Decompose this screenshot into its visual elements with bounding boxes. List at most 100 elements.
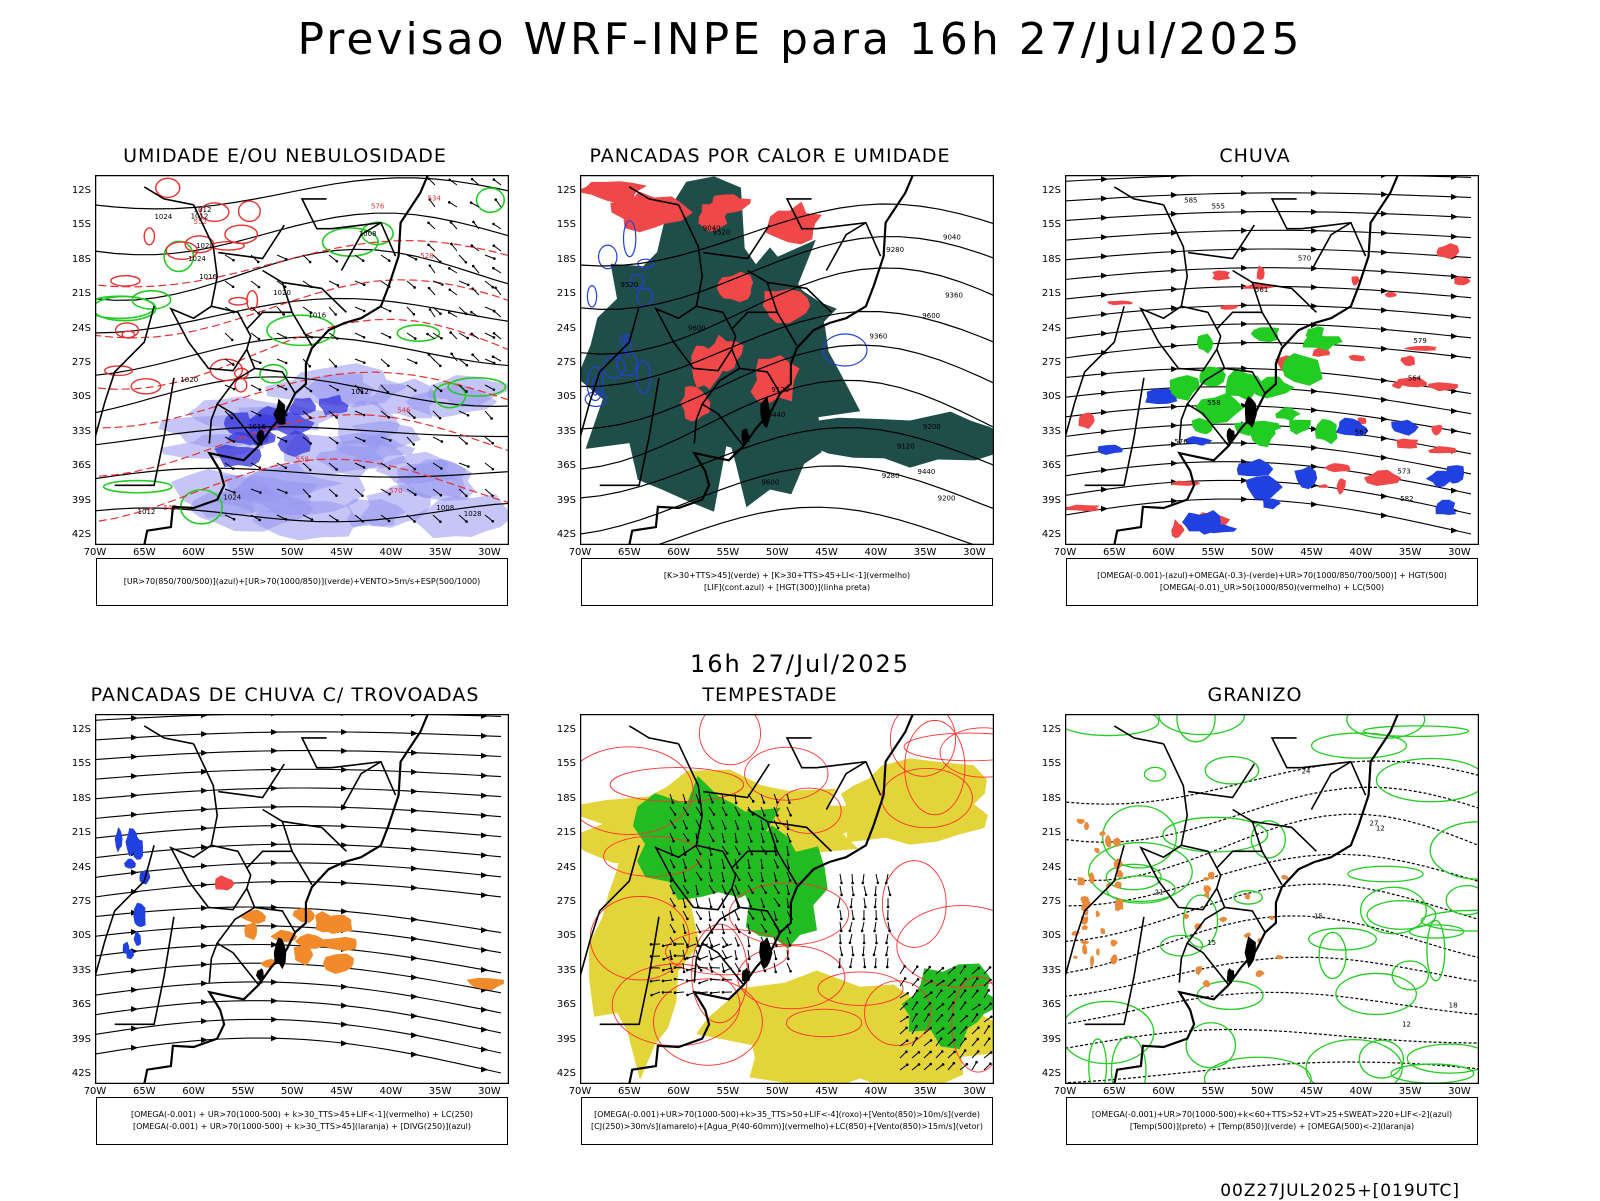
wind-vector-head [763, 918, 766, 921]
wind-vector-head [493, 388, 496, 391]
lat-tick-label: 39S [1033, 1034, 1061, 1045]
contour-label: 558 [296, 455, 309, 463]
wind-vector-head [837, 906, 840, 909]
wind-vector-head [448, 288, 451, 291]
wind-vector-head [953, 1062, 956, 1065]
wind-vector-head [710, 879, 713, 882]
wind-vector-head [335, 468, 338, 471]
wind-vector-head [686, 918, 689, 921]
lat-tick-label: 18S [1033, 793, 1061, 804]
rain-area [1396, 439, 1418, 449]
wind-vector-head [738, 931, 741, 934]
wind-vector-head [964, 965, 967, 968]
wind-vector-head [671, 970, 674, 973]
map-layers [95, 714, 509, 1084]
wind-vector-head [441, 283, 444, 286]
wind-vector-head [977, 1026, 980, 1029]
lat-tick-label: 24S [1033, 862, 1061, 873]
wind-vector-head [493, 332, 496, 335]
wind-vector-head [735, 958, 738, 961]
wind-vector-head [671, 918, 674, 921]
contour-label: 555 [1212, 202, 1225, 210]
wind-vector-head [906, 1016, 909, 1019]
lat-tick-label: 39S [548, 495, 576, 506]
lat-tick-label: 30S [548, 930, 576, 941]
wind-vector-head [905, 1027, 908, 1030]
map-canvas: 9600960095209440936092809200912090409440… [580, 175, 994, 545]
wind-vector-head [775, 879, 778, 882]
wind-vector-head [750, 840, 753, 843]
wind-vector-head [700, 878, 703, 881]
contour-label: 1008 [436, 504, 454, 512]
lat-tick-label: 12S [548, 724, 576, 735]
map-canvas: 1012101210161016102010121008101610241008… [95, 175, 509, 545]
lon-tick-label: 40W [861, 1086, 891, 1097]
wind-vector-head [710, 867, 713, 870]
lon-tick-label: 60W [179, 1086, 209, 1097]
wind-vector-head [470, 332, 473, 335]
wind-vector-head [964, 989, 967, 992]
wind-vector-head [471, 287, 474, 290]
lon-tick-label: 30W [959, 547, 989, 558]
wind-vector-head [915, 1025, 918, 1028]
lon-tick-label: 40W [1346, 547, 1376, 558]
wind-vector-head [415, 258, 418, 261]
lon-tick-label: 60W [1149, 1086, 1179, 1097]
wind-vector-head [493, 336, 496, 339]
wind-vector-head [941, 1014, 944, 1017]
contour-label: 585 [1184, 196, 1197, 204]
wind-vector-head [752, 917, 755, 920]
lat-tick-label: 36S [63, 999, 91, 1010]
wind-vector-head [726, 852, 729, 855]
wind-vector-head [976, 1013, 979, 1016]
wind-vector-head [700, 865, 703, 868]
contour-label: 558 [1207, 399, 1220, 407]
wind-vector-head [662, 958, 665, 961]
wind-vector-head [674, 966, 677, 969]
lon-tick-label: 65W [614, 547, 644, 558]
wind-vector-head [710, 905, 713, 908]
wind-vector-head [840, 930, 843, 933]
wind-vector-head [930, 980, 933, 983]
wind-vector-head [885, 954, 888, 957]
wind-vector-head [917, 978, 920, 981]
wind-vector-head [777, 891, 780, 894]
wind-vector-head [885, 942, 888, 945]
model-run-label: 00Z27JUL2025+[019UTC] [1220, 1181, 1460, 1201]
contour-label: 570 [1298, 254, 1311, 262]
wind-vector-head [388, 520, 391, 523]
wind-vector-head [673, 892, 676, 895]
lon-tick-label: 70W [1050, 547, 1080, 558]
wind-vector [675, 967, 684, 968]
wind-vector-head [232, 286, 235, 289]
wind-vector-head [713, 813, 716, 816]
wind-vector-head [942, 967, 945, 970]
map-canvas [95, 714, 509, 1084]
wind-vector-head [928, 966, 931, 969]
wind-vector-head [449, 331, 452, 334]
wind-vector-head [953, 1039, 956, 1042]
wind-vector-head [670, 958, 673, 961]
wind-vector-head [389, 310, 392, 313]
wind-vector-head [929, 1051, 932, 1054]
contour-label: 24 [1302, 767, 1311, 775]
wind-vector-head [953, 979, 956, 982]
wind-vector-head [284, 467, 287, 470]
wind-vector-head [942, 1063, 945, 1066]
contour-label: 546 [397, 407, 411, 415]
wind-vector-head [841, 954, 844, 957]
wind-vector-head [724, 918, 727, 921]
wind-vector-head [388, 467, 391, 470]
wind-vector-head [388, 259, 391, 262]
wind-vector-head [906, 992, 909, 995]
wind-vector-head [964, 1001, 967, 1004]
wind-vector-head [929, 1002, 932, 1005]
lat-tick-label: 15S [548, 758, 576, 769]
lat-tick-label: 39S [63, 495, 91, 506]
wind-vector-head [662, 980, 665, 983]
lon-tick-label: 60W [1149, 547, 1179, 558]
lat-tick-label: 12S [548, 185, 576, 196]
wind-vector-head [722, 991, 725, 994]
wind-vector-head [964, 978, 967, 981]
